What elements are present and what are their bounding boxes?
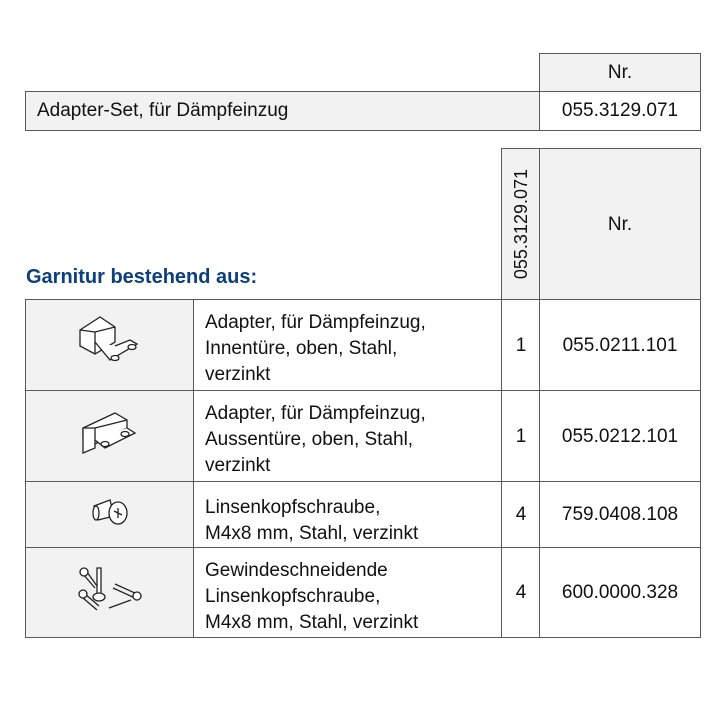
- part-description: Adapter, für Dämpfeinzug, Innentüre, oben…: [193, 299, 503, 392]
- part-qty-value: 4: [515, 581, 527, 603]
- part-nr: 055.0212.101: [539, 390, 701, 483]
- parts-nr-header-label: Nr.: [607, 213, 633, 235]
- description-line: Linsenkopfschraube,: [205, 497, 381, 518]
- part-qty-value: 1: [515, 334, 527, 356]
- qty-header: 055.3129.071: [501, 148, 541, 301]
- part-qty: 4: [501, 547, 541, 638]
- description-line: M4x8 mm, Stahl, verzinkt: [205, 523, 419, 544]
- description-line: verzinkt: [205, 455, 271, 476]
- part-description: Adapter, für Dämpfeinzug, Aussentüre, obe…: [193, 390, 503, 483]
- part-nr-value: 055.0212.101: [561, 425, 679, 447]
- part-qty-value: 1: [515, 425, 527, 447]
- part-nr-value: 759.0408.108: [561, 504, 679, 525]
- description-line: verzinkt: [205, 364, 271, 385]
- part-qty: 1: [501, 390, 541, 483]
- part-nr-value: 055.0211.101: [562, 334, 678, 356]
- part-description: Gewindeschneidende Linsenkopfschraube, M4x…: [193, 547, 503, 638]
- part-nr: 055.0211.101: [539, 299, 701, 392]
- set-name: Adapter-Set, für Dämpfeinzug: [37, 100, 289, 121]
- set-title: Garnitur bestehend aus:: [26, 266, 258, 288]
- nr-header-label: Nr.: [607, 62, 633, 83]
- part-qty: 4: [501, 481, 541, 549]
- set-nr-cell: 055.3129.071: [539, 91, 701, 131]
- part-qty-value: 4: [515, 504, 527, 525]
- part-nr: 600.0000.328: [539, 547, 701, 638]
- description-line: Innentüre, oben, Stahl,: [205, 338, 398, 359]
- nr-header: Nr.: [539, 53, 701, 93]
- description-line: Adapter, für Dämpfeinzug,: [205, 403, 426, 424]
- description-line: Aussentüre, oben, Stahl,: [205, 429, 414, 450]
- set-nr: 055.3129.071: [561, 100, 679, 121]
- self-tapping-screws-icon: [75, 564, 145, 622]
- part-image-cell: [25, 390, 195, 483]
- part-image-cell: [25, 481, 195, 549]
- part-nr: 759.0408.108: [539, 481, 701, 549]
- description-line: M4x8 mm, Stahl, verzinkt: [205, 612, 419, 633]
- description-line: Linsenkopfschraube,: [205, 586, 381, 607]
- part-description: Linsenkopfschraube, M4x8 mm, Stahl, verzi…: [193, 481, 503, 549]
- part-nr-value: 600.0000.328: [561, 581, 679, 603]
- adapter-inner-door-icon: [75, 312, 145, 380]
- qty-header-label: 055.3129.071: [511, 169, 531, 280]
- parts-nr-header: Nr.: [539, 148, 701, 301]
- pan-head-screw-icon: [90, 494, 130, 536]
- description-line: Adapter, für Dämpfeinzug,: [205, 312, 426, 333]
- part-image-cell: [25, 299, 195, 392]
- part-image-cell: [25, 547, 195, 638]
- part-qty: 1: [501, 299, 541, 392]
- adapter-outer-door-icon: [75, 408, 145, 466]
- description-line: Gewindeschneidende: [205, 560, 388, 581]
- set-name-cell: Adapter-Set, für Dämpfeinzug: [25, 91, 541, 131]
